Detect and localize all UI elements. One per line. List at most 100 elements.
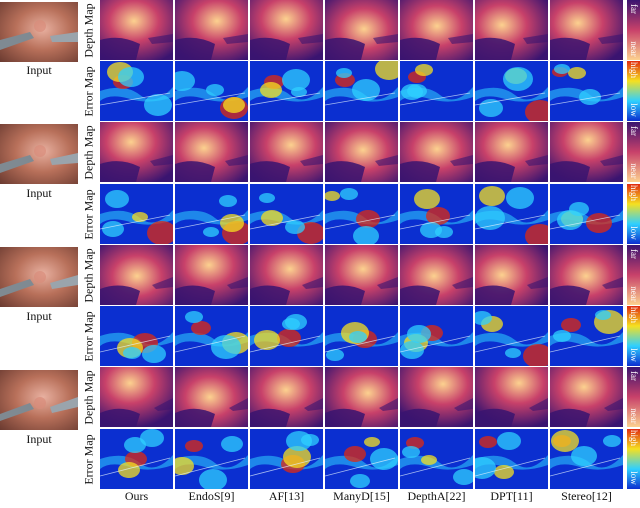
depth-map-cell — [100, 0, 173, 60]
depth-map-cell — [475, 122, 548, 182]
colorbar-top-label: high — [628, 61, 639, 79]
colorbar-bottom-label: low — [628, 226, 639, 240]
error-map-cell — [325, 429, 398, 489]
depth-map-cell — [475, 0, 548, 60]
colorbar-depth-4 — [627, 367, 640, 427]
column-label-ours: Ours — [124, 489, 149, 503]
depth-map-cell — [400, 367, 473, 427]
depth-map-cell — [475, 367, 548, 427]
depth-map-cell — [325, 122, 398, 182]
colorbar-top-label: high — [628, 306, 639, 324]
depth-map-cell — [325, 367, 398, 427]
colorbar-top-label: far — [628, 371, 639, 381]
column-label-stereo: Stereo[12] — [561, 489, 612, 503]
error-map-cell — [475, 61, 548, 121]
depth-map-cell — [100, 367, 173, 427]
colorbar-top-label: high — [628, 429, 639, 447]
colorbar-bottom-label: low — [628, 471, 639, 485]
depth-map-cell — [175, 122, 248, 182]
error-map-cell — [400, 429, 473, 489]
row-label-error-4: Error Map — [81, 433, 96, 485]
error-map-cell — [475, 306, 548, 366]
error-map-cell — [175, 184, 248, 244]
depth-map-cell — [475, 245, 548, 305]
colorbar-error-1 — [627, 61, 640, 121]
row-label-depth-1: Depth Map — [81, 2, 96, 58]
row-label-depth-2: Depth Map — [81, 124, 96, 180]
colorbar-bottom-label: near — [628, 286, 639, 302]
row-label-error-2: Error Map — [81, 188, 96, 240]
row-label-error-1: Error Map — [81, 65, 96, 117]
depth-map-cell — [550, 122, 623, 182]
colorbar-top-label: far — [628, 126, 639, 136]
colorbar-top-label: high — [628, 184, 639, 202]
error-map-cell — [325, 306, 398, 366]
colorbar-error-2 — [627, 184, 640, 244]
input-image-3 — [0, 247, 78, 307]
colorbar-bottom-label: near — [628, 41, 639, 57]
depth-map-cell — [100, 122, 173, 182]
error-map-cell — [400, 61, 473, 121]
colorbar-error-4 — [627, 429, 640, 489]
error-map-cell — [250, 429, 323, 489]
error-map-cell — [550, 61, 623, 121]
colorbar-depth-3 — [627, 245, 640, 305]
depth-map-cell — [400, 122, 473, 182]
depth-map-cell — [175, 367, 248, 427]
error-map-cell — [250, 306, 323, 366]
error-map-cell — [100, 61, 173, 121]
depth-map-cell — [250, 245, 323, 305]
error-map-cell — [100, 184, 173, 244]
column-label-manyd: ManyD[15] — [333, 489, 390, 503]
error-map-cell — [400, 184, 473, 244]
error-map-cell — [250, 61, 323, 121]
error-map-cell — [475, 429, 548, 489]
depth-map-cell — [250, 367, 323, 427]
depth-map-cell — [550, 0, 623, 60]
depth-map-cell — [400, 0, 473, 60]
colorbar-bottom-label: near — [628, 408, 639, 424]
input-label-1: Input — [26, 63, 52, 77]
colorbar-depth-2 — [627, 122, 640, 182]
input-label-2: Input — [26, 186, 52, 200]
error-map-cell — [175, 429, 248, 489]
error-map-cell — [175, 306, 248, 366]
depth-map-cell — [100, 245, 173, 305]
depth-map-cell — [325, 0, 398, 60]
depth-map-cell — [325, 245, 398, 305]
error-map-cell — [100, 306, 173, 366]
depth-map-cell — [175, 245, 248, 305]
error-map-cell — [175, 61, 248, 121]
error-map-cell — [325, 61, 398, 121]
colorbar-top-label: far — [628, 4, 639, 14]
depth-map-cell — [250, 122, 323, 182]
colorbar-error-3 — [627, 306, 640, 366]
row-label-error-3: Error Map — [81, 310, 96, 362]
colorbar-depth-1 — [627, 0, 640, 60]
input-image-4 — [0, 370, 78, 430]
colorbar-bottom-label: near — [628, 163, 639, 179]
error-map-cell — [400, 306, 473, 366]
error-map-cell — [550, 184, 623, 244]
column-label-af: AF[13] — [268, 489, 305, 503]
column-label-deptha: DepthA[22] — [407, 489, 466, 503]
error-map-cell — [550, 306, 623, 366]
input-label-3: Input — [26, 309, 52, 323]
colorbar-bottom-label: low — [628, 103, 639, 117]
error-map-cell — [325, 184, 398, 244]
input-label-4: Input — [26, 432, 52, 446]
error-map-cell — [100, 429, 173, 489]
depth-map-cell — [250, 0, 323, 60]
error-map-cell — [475, 184, 548, 244]
depth-map-cell — [550, 245, 623, 305]
error-map-cell — [250, 184, 323, 244]
input-image-1 — [0, 2, 78, 62]
column-label-endos: EndoS[9] — [188, 489, 235, 503]
depth-map-cell — [175, 0, 248, 60]
colorbar-bottom-label: low — [628, 348, 639, 362]
column-label-dpt: DPT[11] — [490, 489, 533, 503]
colorbar-top-label: far — [628, 249, 639, 259]
input-image-2 — [0, 124, 78, 184]
row-label-depth-3: Depth Map — [81, 247, 96, 303]
